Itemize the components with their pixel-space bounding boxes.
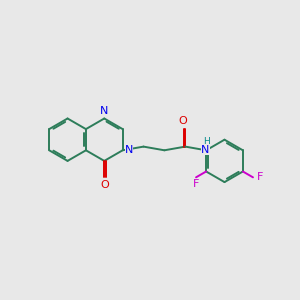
Text: N: N — [100, 106, 109, 116]
Text: O: O — [100, 180, 109, 190]
Text: F: F — [256, 172, 263, 182]
Text: F: F — [193, 179, 199, 189]
Text: N: N — [125, 145, 134, 155]
Text: N: N — [201, 145, 210, 155]
Text: O: O — [178, 116, 187, 126]
Text: H: H — [203, 137, 210, 146]
